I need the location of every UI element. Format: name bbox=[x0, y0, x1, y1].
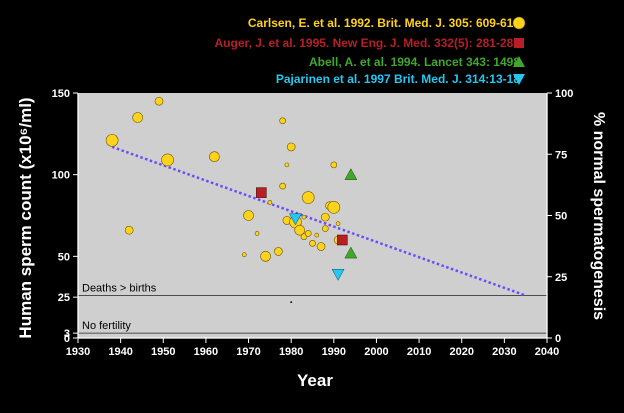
x-axis-title: Year bbox=[297, 371, 333, 390]
data-point-carlsen bbox=[260, 251, 271, 262]
data-point-pajarinen bbox=[331, 269, 345, 281]
data-point-carlsen bbox=[301, 191, 315, 204]
x-tick-label: 1970 bbox=[236, 346, 260, 358]
reference-line-label: No fertility bbox=[82, 320, 131, 332]
data-point-carlsen bbox=[294, 224, 306, 236]
data-point-carlsen bbox=[321, 225, 329, 232]
legend-label-carlsen: Carlsen, E. et al. 1992. Brit. Med. J. 3… bbox=[247, 16, 520, 30]
x-tick-label: 2000 bbox=[364, 346, 388, 358]
y-right-tick-label: 75 bbox=[555, 149, 567, 161]
triangle-down-icon bbox=[513, 74, 525, 85]
data-point-carlsen bbox=[209, 151, 220, 162]
triangle-up-icon bbox=[513, 56, 525, 67]
data-point-carlsen bbox=[154, 96, 164, 106]
x-tick-label: 1960 bbox=[194, 346, 218, 358]
data-point-carlsen bbox=[241, 252, 247, 257]
data-point-abell bbox=[344, 168, 358, 180]
data-point-carlsen bbox=[279, 182, 286, 190]
legend-entry-auger: Auger, J. et al. 1995. New Eng. J. Med. … bbox=[215, 36, 520, 50]
x-tick-label: 1980 bbox=[279, 346, 303, 358]
y-tick-label: 150 bbox=[52, 88, 70, 100]
data-point-carlsen bbox=[267, 200, 273, 205]
legend-label-pajarinen: Pajarinen et al. 1997 Brit. Med. J. 314:… bbox=[275, 72, 520, 86]
data-point-carlsen bbox=[304, 230, 312, 237]
data-point-carlsen bbox=[335, 221, 341, 226]
plot-layer: Deaths > births No fertility 1930 1940 1950 1… bbox=[52, 88, 574, 358]
x-tick-label: 1990 bbox=[322, 346, 346, 358]
x-tick-label: 2010 bbox=[407, 346, 431, 358]
y-tick-label: 3 bbox=[64, 328, 70, 340]
data-point-carlsen bbox=[327, 201, 341, 214]
legend-label-abell: Abell, A. et al. 1994. Lancet 343: 1498 bbox=[309, 55, 520, 69]
y-axis-title-left-text: Human sperm count (x10⁶/ml) bbox=[16, 97, 35, 339]
data-point-carlsen bbox=[243, 210, 254, 221]
data-point-auger bbox=[337, 234, 348, 246]
x-tick-label: 2040 bbox=[535, 346, 559, 358]
legend-entry-abell: Abell, A. et al. 1994. Lancet 343: 1498 bbox=[309, 55, 520, 69]
data-point-carlsen bbox=[132, 112, 143, 123]
data-point-abell bbox=[344, 246, 358, 259]
data-point-carlsen bbox=[254, 231, 260, 236]
data-point-carlsen bbox=[161, 153, 174, 167]
data-point-carlsen bbox=[314, 232, 320, 238]
trend-line bbox=[111, 145, 527, 297]
y-right-tick-label: 0 bbox=[555, 333, 561, 345]
data-point-carlsen bbox=[105, 134, 119, 147]
legend-entry-pajarinen: Pajarinen et al. 1997 Brit. Med. J. 314:… bbox=[276, 72, 520, 86]
x-tick-label: 1950 bbox=[151, 346, 175, 358]
data-point-carlsen bbox=[320, 212, 330, 222]
y-tick-label: 25 bbox=[58, 292, 70, 304]
data-point-carlsen bbox=[309, 239, 316, 247]
y-axis-title-right-text: % normal spermatogenesis bbox=[590, 111, 607, 321]
reference-line-label: Deaths > births bbox=[82, 283, 157, 295]
data-point-carlsen bbox=[316, 242, 326, 251]
data-point-carlsen bbox=[301, 214, 307, 220]
x-tick-label: 2030 bbox=[492, 346, 516, 358]
y-right-tick-label: 50 bbox=[555, 211, 567, 223]
legend-label-auger: Auger, J. et al. 1995. New Eng. J. Med. … bbox=[214, 36, 520, 50]
data-point-carlsen bbox=[279, 117, 286, 125]
data-point-carlsen bbox=[284, 162, 290, 168]
data-point-auger bbox=[256, 187, 267, 198]
x-tick-label: 1940 bbox=[108, 346, 132, 358]
data-point-carlsen bbox=[330, 161, 338, 169]
y-tick-label: 50 bbox=[58, 251, 70, 263]
x-tick-label: 2020 bbox=[449, 346, 473, 358]
square-icon bbox=[514, 38, 524, 48]
data-point-carlsen bbox=[124, 225, 134, 235]
y-right-tick-label: 100 bbox=[555, 88, 573, 100]
circle-icon bbox=[512, 16, 526, 30]
y-tick-label: 0 bbox=[64, 333, 70, 345]
stray-point bbox=[290, 301, 293, 304]
legend-entry-carlsen: Carlsen, E. et al. 1992. Brit. Med. J. 3… bbox=[248, 16, 520, 30]
plot-area bbox=[78, 93, 547, 338]
y-right-tick-label: 25 bbox=[555, 272, 567, 284]
data-point-carlsen bbox=[286, 142, 296, 152]
data-point-carlsen bbox=[274, 247, 283, 256]
y-tick-label: 100 bbox=[52, 170, 70, 182]
data-point-pajarinen bbox=[289, 213, 302, 226]
x-tick-label: 1930 bbox=[66, 346, 90, 358]
